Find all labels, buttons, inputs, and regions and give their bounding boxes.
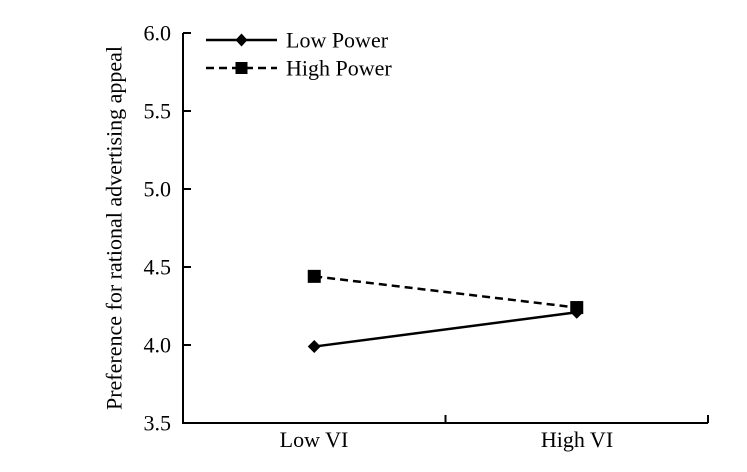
y-tick-label: 3.5 (144, 411, 172, 436)
axis-frame (182, 33, 708, 424)
y-axis-title: Preference for rational advertising appe… (102, 46, 127, 410)
legend-label-low-power: Low Power (286, 28, 389, 53)
legend-item-low-power: Low Power (206, 28, 389, 53)
legend-square-icon (235, 62, 248, 74)
series-group (307, 269, 584, 354)
marker-high-power-1 (570, 301, 584, 315)
y-tick-label: 6.0 (144, 21, 172, 46)
y-tick-label: 5.5 (144, 99, 172, 124)
x-category-labels: Low VI High VI (280, 427, 613, 452)
axes-group: 3.5 4.0 4.5 5.0 5.5 6.0 (144, 21, 709, 436)
series-line-high-power (314, 275, 577, 309)
y-tick-label: 5.0 (144, 177, 172, 202)
legend-label-high-power: High Power (286, 56, 392, 81)
marker-high-power-0 (307, 269, 321, 283)
x-category-label-low-vi: Low VI (280, 427, 349, 452)
series-line-low-power (314, 311, 577, 348)
y-tick-label: 4.0 (144, 333, 172, 358)
y-tick-label: 4.5 (144, 255, 172, 280)
legend-item-high-power: High Power (206, 56, 392, 81)
legend: Low Power High Power (206, 28, 392, 81)
marker-low-power-0 (307, 340, 321, 354)
legend-diamond-icon (235, 33, 248, 47)
x-category-label-high-vi: High VI (541, 427, 613, 452)
